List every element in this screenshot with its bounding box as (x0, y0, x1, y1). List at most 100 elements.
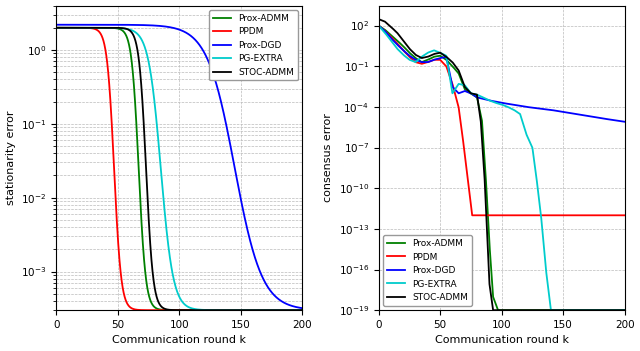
PPDM (158, 308, 166, 312)
PG-EXTRA (478, 95, 486, 99)
STOC-ADMM (291, 308, 299, 312)
PG-EXTRA (480, 96, 488, 100)
STOC-ADMM (492, 308, 499, 312)
PPDM (231, 308, 239, 312)
Y-axis label: consensus error: consensus error (323, 113, 333, 202)
Prox-DGD (480, 97, 488, 101)
STOC-ADMM (554, 308, 561, 312)
Prox-DGD (492, 100, 499, 104)
Prox-ADMM (478, 119, 486, 123)
STOC-ADMM (52, 26, 60, 30)
PG-EXTRA (158, 176, 166, 180)
Prox-DGD (478, 97, 486, 101)
PPDM (621, 213, 628, 217)
PG-EXTRA (601, 308, 609, 312)
Prox-ADMM (554, 308, 561, 312)
Prox-ADMM (601, 308, 609, 312)
PG-EXTRA (231, 308, 239, 312)
STOC-ADMM (601, 308, 609, 312)
PPDM (468, 213, 476, 217)
Prox-ADMM (52, 26, 60, 30)
STOC-ADMM (489, 308, 497, 312)
PPDM (298, 308, 306, 312)
PG-EXTRA (291, 308, 299, 312)
Prox-ADMM (264, 308, 272, 312)
Prox-ADMM (231, 308, 239, 312)
Line: PG-EXTRA: PG-EXTRA (379, 26, 625, 310)
PPDM (492, 213, 499, 217)
Prox-DGD (601, 117, 609, 121)
Prox-ADMM (621, 308, 628, 312)
STOC-ADMM (231, 308, 239, 312)
Prox-ADMM (156, 307, 163, 312)
Prox-DGD (52, 22, 60, 27)
PG-EXTRA (156, 153, 163, 157)
Prox-DGD (298, 306, 306, 310)
STOC-ADMM (271, 308, 279, 312)
Line: PPDM: PPDM (379, 26, 625, 215)
PG-EXTRA (278, 308, 286, 312)
STOC-ADMM (375, 17, 383, 21)
Prox-DGD (621, 120, 628, 124)
PPDM (554, 213, 561, 217)
Line: STOC-ADMM: STOC-ADMM (56, 28, 302, 310)
STOC-ADMM (613, 308, 621, 312)
PPDM (52, 26, 60, 30)
Prox-DGD (170, 26, 177, 30)
Prox-DGD (613, 119, 621, 123)
STOC-ADMM (478, 137, 486, 141)
Prox-ADMM (375, 24, 383, 28)
Line: STOC-ADMM: STOC-ADMM (379, 19, 625, 310)
Prox-ADMM (158, 307, 166, 312)
PPDM (480, 213, 488, 217)
Legend: Prox-ADMM, PPDM, Prox-DGD, PG-EXTRA, STOC-ADMM: Prox-ADMM, PPDM, Prox-DGD, PG-EXTRA, STO… (209, 10, 298, 80)
Line: Prox-DGD: Prox-DGD (56, 25, 302, 308)
Prox-ADMM (298, 308, 306, 312)
PPDM (478, 213, 486, 217)
Line: Prox-ADMM: Prox-ADMM (379, 26, 625, 310)
STOC-ADMM (156, 302, 163, 306)
PG-EXTRA (554, 308, 561, 312)
PPDM (601, 213, 609, 217)
Prox-ADMM (613, 308, 621, 312)
X-axis label: Communication round k: Communication round k (435, 336, 568, 345)
Y-axis label: stationarity error: stationarity error (6, 111, 15, 205)
PG-EXTRA (492, 101, 499, 105)
PPDM (613, 213, 621, 217)
Prox-ADMM (291, 308, 299, 312)
PPDM (278, 308, 286, 312)
STOC-ADMM (278, 308, 286, 312)
Prox-ADMM (494, 308, 502, 312)
PG-EXTRA (375, 24, 383, 28)
STOC-ADMM (480, 166, 488, 170)
PPDM (291, 308, 299, 312)
Line: PPDM: PPDM (56, 28, 302, 310)
Prox-DGD (554, 109, 561, 113)
Prox-DGD (375, 24, 383, 28)
STOC-ADMM (621, 308, 628, 312)
PPDM (156, 308, 163, 312)
PPDM (239, 308, 247, 312)
PG-EXTRA (621, 308, 628, 312)
Prox-DGD (158, 24, 166, 28)
Prox-ADMM (492, 302, 499, 306)
Line: Prox-ADMM: Prox-ADMM (56, 28, 302, 310)
Line: Prox-DGD: Prox-DGD (379, 26, 625, 122)
Prox-DGD (291, 305, 299, 309)
Prox-DGD (278, 300, 286, 304)
STOC-ADMM (158, 305, 166, 309)
PG-EXTRA (613, 308, 621, 312)
Prox-ADMM (480, 148, 488, 152)
Prox-DGD (156, 24, 163, 28)
X-axis label: Communication round k: Communication round k (112, 336, 246, 345)
STOC-ADMM (170, 308, 177, 312)
PPDM (170, 308, 177, 312)
PG-EXTRA (52, 26, 60, 30)
PG-EXTRA (170, 274, 177, 279)
Prox-DGD (231, 167, 239, 171)
Legend: Prox-ADMM, PPDM, Prox-DGD, PG-EXTRA, STOC-ADMM: Prox-ADMM, PPDM, Prox-DGD, PG-EXTRA, STO… (383, 236, 472, 306)
PG-EXTRA (298, 308, 306, 312)
STOC-ADMM (298, 308, 306, 312)
Line: PG-EXTRA: PG-EXTRA (56, 28, 302, 310)
Prox-ADMM (278, 308, 286, 312)
